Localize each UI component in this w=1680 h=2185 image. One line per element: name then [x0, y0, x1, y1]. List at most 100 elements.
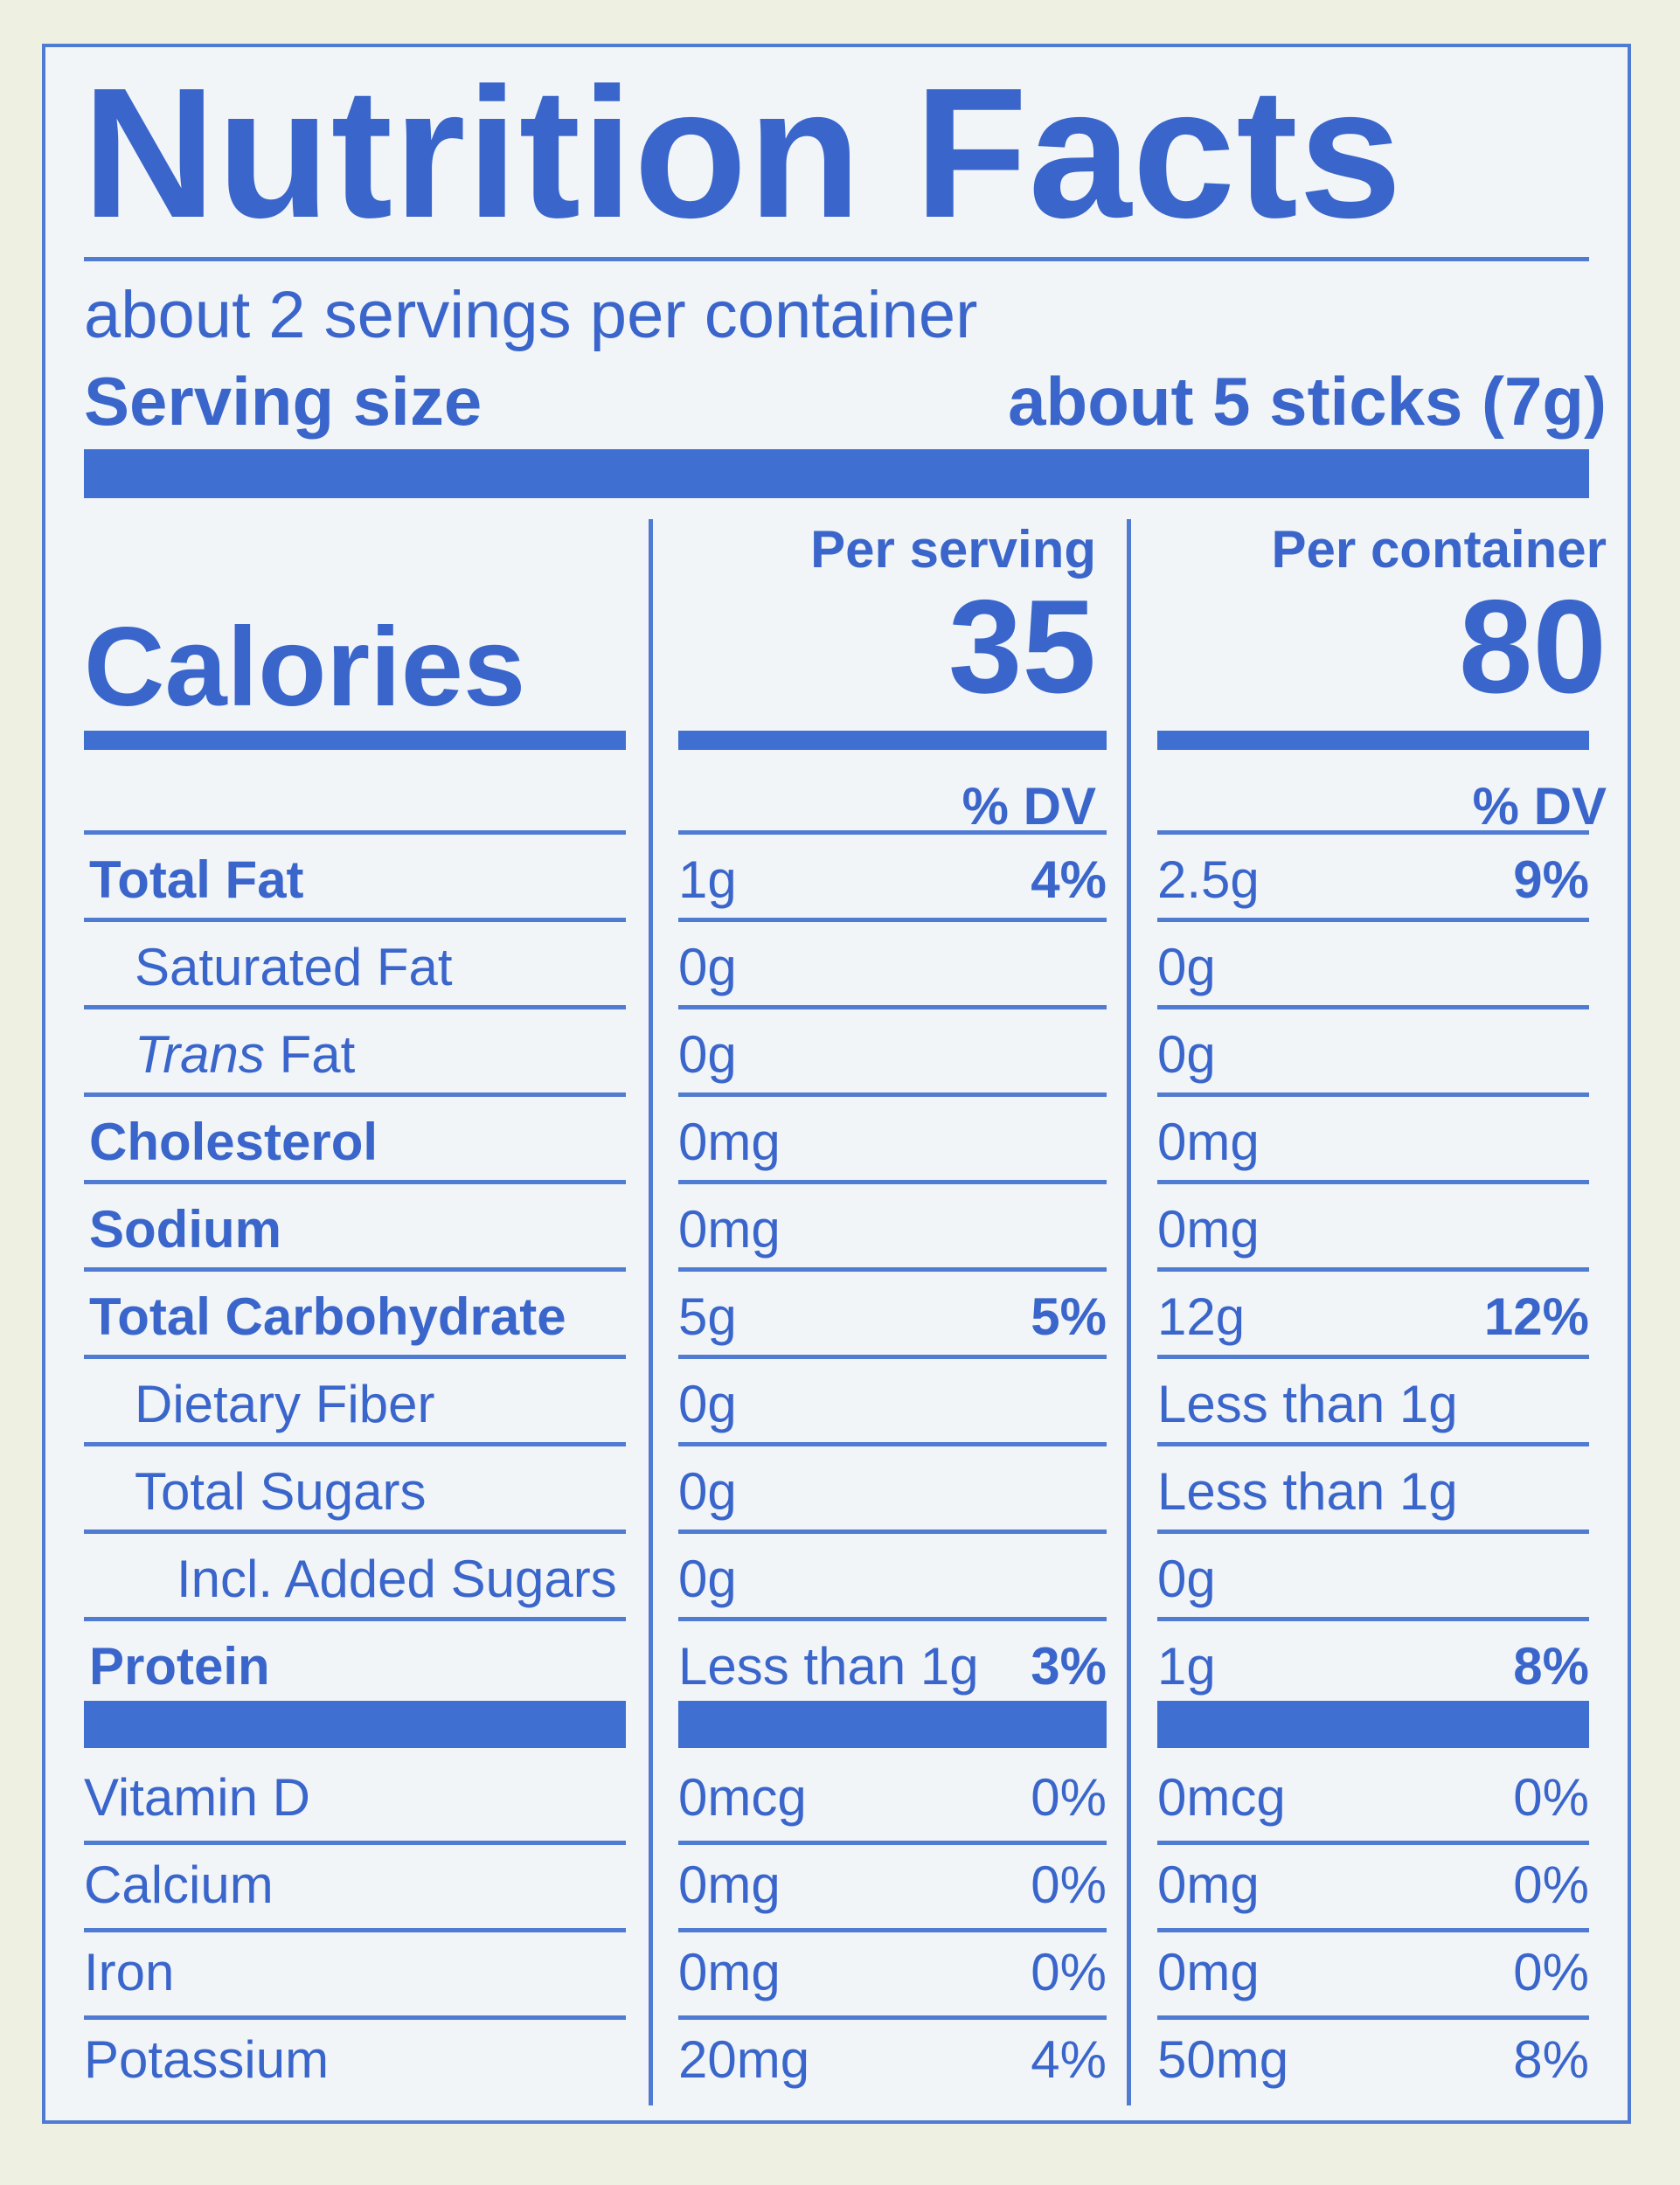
vitamin-container-amount: 0mg: [1157, 1943, 1260, 2001]
row-divider-1: [678, 918, 1107, 922]
serving-dv: 4%: [1031, 850, 1107, 909]
serving-amount: 5g: [678, 1287, 737, 1346]
row-divider-2: [1157, 1005, 1589, 1009]
calories-bar-name: [84, 731, 626, 750]
vitamin-container-dv: 8%: [1513, 2030, 1589, 2089]
nutrient-name: Trans Fat: [135, 1024, 355, 1086]
row-divider-1: [678, 1005, 1107, 1009]
vitamin-serving-dv: 0%: [1031, 1943, 1107, 2001]
container-amount: Less than 1g: [1157, 1462, 1458, 1521]
row-divider-1: [678, 1530, 1107, 1534]
column-divider-2: [1127, 519, 1131, 2105]
nutrient-name: Incl. Added Sugars: [177, 1550, 617, 1608]
row-divider-0: [84, 1442, 626, 1446]
vitamin-bar-2: [1157, 1701, 1589, 1748]
vitamin-divider-1: [678, 2015, 1107, 2020]
row-divider-2: [1157, 1442, 1589, 1446]
row-divider-2: [1157, 1267, 1589, 1272]
container-amount: 1g: [1157, 1637, 1216, 1696]
serving-amount: 0mg: [678, 1200, 781, 1259]
vitamin-container-dv: 0%: [1513, 1768, 1589, 1827]
vitamin-container-amount: 0mcg: [1157, 1768, 1286, 1827]
vitamin-divider-2: [1157, 2015, 1589, 2020]
vitamin-container-dv: 0%: [1513, 1943, 1589, 2001]
row-divider-2: [1157, 1617, 1589, 1621]
nutrition-facts-label: Nutrition Facts about 2 servings per con…: [42, 44, 1631, 2124]
container-amount: Less than 1g: [1157, 1375, 1458, 1433]
vitamin-serving-dv: 0%: [1031, 1768, 1107, 1827]
row-divider-2: [1157, 1530, 1589, 1534]
nutrient-name-rest: Fat: [264, 1025, 356, 1084]
nutrient-name: Dietary Fiber: [135, 1375, 435, 1433]
row-divider-1: [678, 1267, 1107, 1272]
vitamin-container-amount: 0mg: [1157, 1856, 1260, 1914]
container-amount: 0mg: [1157, 1200, 1260, 1259]
serving-amount: 0mg: [678, 1113, 781, 1171]
nutrient-name: Total Carbohydrate: [89, 1287, 566, 1346]
row-divider-0: [84, 1005, 626, 1009]
vitamin-name: Potassium: [84, 2030, 330, 2089]
row-divider-0: [84, 1617, 626, 1621]
vitamin-name: Vitamin D: [84, 1768, 310, 1827]
nutrient-name: Sodium: [89, 1200, 281, 1259]
row-divider-1: [678, 1092, 1107, 1097]
vitamin-container-amount: 50mg: [1157, 2030, 1289, 2089]
container-amount: 0mg: [1157, 1113, 1260, 1171]
per-container-dv-header: % DV: [1472, 777, 1607, 836]
row-divider-1: [678, 1442, 1107, 1446]
row-divider-0: [84, 1180, 626, 1184]
vitamin-bar-1: [678, 1701, 1107, 1748]
vitamin-serving-amount: 0mg: [678, 1943, 781, 2001]
serving-amount: 0g: [678, 1025, 737, 1084]
vitamin-serving-dv: 0%: [1031, 1856, 1107, 1914]
nutrient-name: Cholesterol: [89, 1113, 378, 1171]
row-divider-0: [84, 1267, 626, 1272]
container-amount: 2.5g: [1157, 850, 1260, 909]
row-divider-0: [84, 1530, 626, 1534]
vitamin-bar-0: [84, 1701, 626, 1748]
serving-dv: 3%: [1031, 1637, 1107, 1696]
container-amount: 0g: [1157, 1550, 1216, 1608]
row-divider-0: [84, 1092, 626, 1097]
calories-bar-container: [1157, 731, 1589, 750]
nutrient-name-italic: Trans: [135, 1025, 265, 1084]
nutrient-name: Saturated Fat: [135, 938, 453, 996]
vitamin-divider-1: [678, 1928, 1107, 1932]
row-divider-top-1: [678, 830, 1107, 835]
vitamin-divider-2: [1157, 1841, 1589, 1845]
row-divider-top-0: [84, 830, 626, 835]
serving-amount: 0g: [678, 938, 737, 996]
column-divider-1: [649, 519, 653, 2105]
title-divider: [84, 257, 1589, 261]
serving-amount: 0g: [678, 1462, 737, 1521]
vitamin-serving-amount: 0mg: [678, 1856, 781, 1914]
container-amount: 0g: [1157, 938, 1216, 996]
vitamin-name: Calcium: [84, 1856, 274, 1914]
row-divider-top-2: [1157, 830, 1589, 835]
nutrient-name: Total Fat: [89, 850, 304, 909]
vitamin-name: Iron: [84, 1943, 175, 2001]
vitamin-serving-amount: 0mcg: [678, 1768, 807, 1827]
serving-size-value: about 5 sticks (7g): [1008, 363, 1607, 440]
row-divider-2: [1157, 918, 1589, 922]
row-divider-1: [678, 1355, 1107, 1359]
label-title: Nutrition Facts: [82, 49, 1403, 256]
per-container-header: Per container: [1271, 520, 1607, 579]
row-divider-2: [1157, 1180, 1589, 1184]
serving-dv: 5%: [1031, 1287, 1107, 1346]
row-divider-0: [84, 918, 626, 922]
thick-divider: [84, 449, 1589, 498]
container-dv: 8%: [1513, 1637, 1589, 1696]
vitamin-serving-amount: 20mg: [678, 2030, 810, 2089]
vitamin-divider-2: [1157, 1928, 1589, 1932]
servings-per-container: about 2 servings per container: [84, 278, 978, 352]
serving-amount: 0g: [678, 1375, 737, 1433]
serving-amount: 1g: [678, 850, 737, 909]
calories-per-container: 80: [1458, 572, 1607, 721]
vitamin-serving-dv: 4%: [1031, 2030, 1107, 2089]
row-divider-1: [678, 1617, 1107, 1621]
row-divider-1: [678, 1180, 1107, 1184]
serving-size-label: Serving size: [84, 363, 482, 440]
vitamin-divider-0: [84, 1841, 626, 1845]
nutrient-name: Total Sugars: [135, 1462, 427, 1521]
